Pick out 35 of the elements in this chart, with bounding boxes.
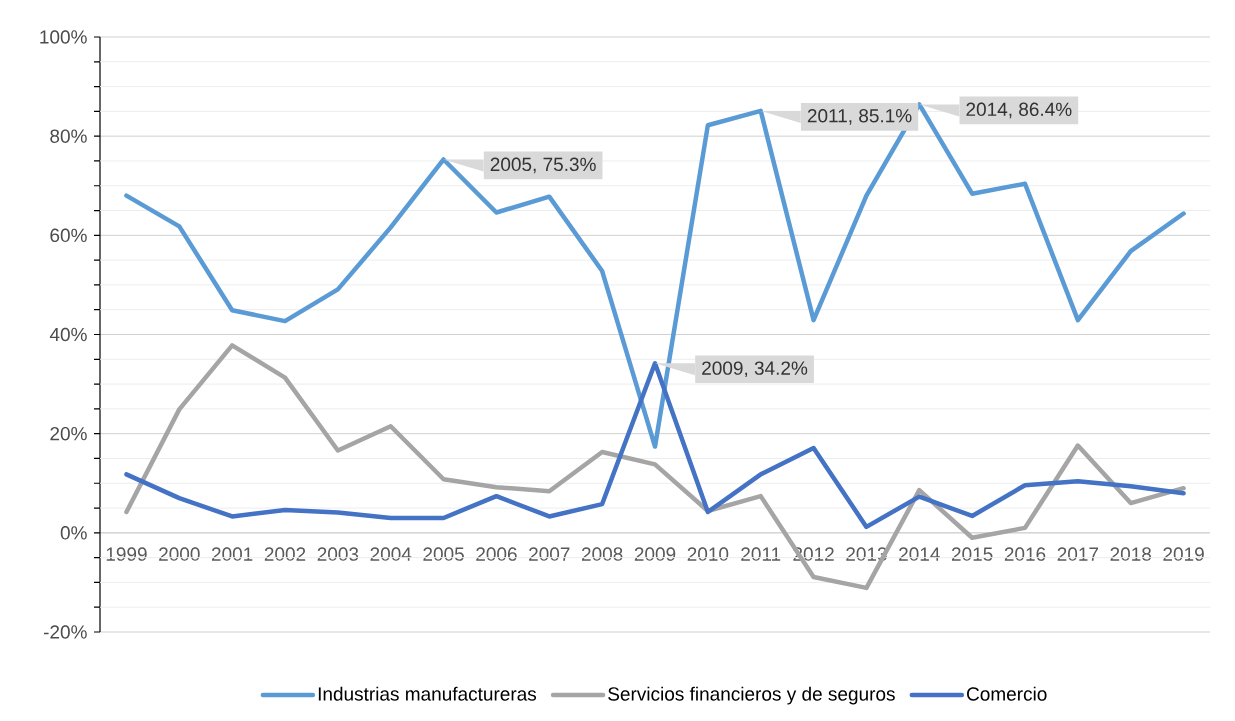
x-tick-label: 2018 [1110,547,1152,561]
x-tick-label: 2017 [1057,547,1099,561]
x-tick-label: 2002 [264,547,306,561]
y-tick-label: 100% [40,30,87,44]
legend-label: Comercio [967,686,1047,701]
annotation: 2011, 85.1% [807,109,912,125]
x-tick-label: 2009 [634,547,676,561]
x-tick-label: 2008 [581,547,623,561]
x-tick-label: 2019 [1163,547,1204,561]
x-tick-label: 2007 [529,547,570,561]
annotation: 2005, 75.3% [490,157,596,174]
y-tick-label: 80% [50,129,87,143]
legend-label: Servicios financieros y de seguros [608,686,895,705]
x-tick-label: 2015 [951,547,993,561]
x-tick-label: 2005 [423,547,464,561]
line-series [124,361,1186,530]
x-tick-label: 2001 [211,547,253,561]
x-tick-label: 2004 [370,547,412,561]
y-tick-label: 0% [60,526,87,540]
annotation: 2014, 86.4% [966,102,1072,119]
line-series [124,102,1186,449]
x-tick-label: 2003 [317,547,359,561]
x-tick-label: 2011 [741,547,781,561]
x-tick-label: 2006 [476,547,517,561]
y-tick-label: 40% [49,327,87,342]
legend-label: Industrias manufactureras [318,686,537,701]
x-tick-label: 2010 [687,547,729,561]
y-tick-label: 60% [50,228,87,243]
x-tick-label: 2016 [1004,547,1046,561]
y-tick-label: 20% [50,426,87,441]
x-tick-label: 2000 [159,547,200,561]
x-tick-label: 1999 [106,547,147,561]
x-tick-label: 2014 [899,547,940,561]
y-tick-label: -20% [43,625,87,639]
annotation: 2009, 34.2% [702,361,808,378]
